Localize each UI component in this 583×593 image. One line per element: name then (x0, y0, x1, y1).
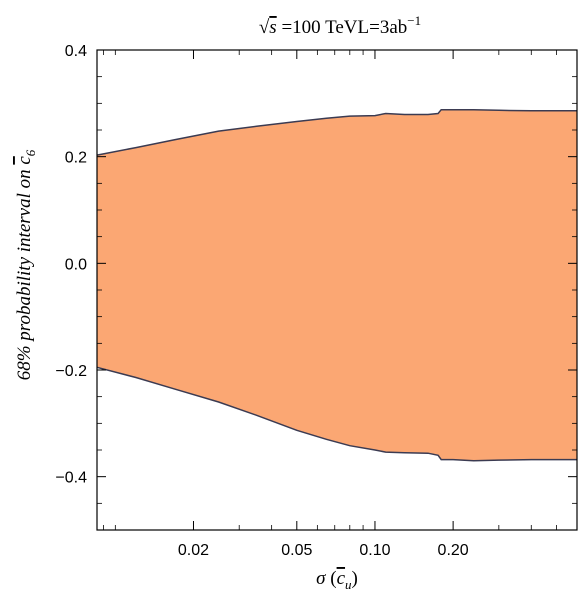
x-axis-label: σ (cu) (316, 568, 358, 592)
chart-title: √s =100 TeVL=3ab−1 (259, 13, 421, 38)
plot-area (96, 108, 577, 462)
y-label-sub: 6 (23, 149, 38, 156)
band-lower-edge (96, 366, 577, 462)
title-sqrt-symbol: √ (259, 17, 270, 38)
band-upper-edge (96, 108, 577, 156)
y-tick-label: −0.2 (55, 363, 87, 380)
x-tick-label: 0.20 (438, 542, 469, 559)
x-label-open: ( (326, 568, 337, 589)
x-tick-label: 0.05 (281, 542, 312, 559)
y-label-text: 68% probability interval on (14, 165, 35, 381)
title-luminosity-exponent: −1 (407, 13, 421, 28)
y-axis-label: 68% probability interval on c6 (14, 149, 38, 380)
probability-band (97, 109, 577, 461)
x-label-close: ) (352, 568, 358, 589)
title-energy: =100 TeV (277, 17, 358, 38)
y-axis-ticks: 0.4 0.2 0.0 −0.2 −0.4 (55, 43, 577, 531)
y-label-var: c (14, 156, 35, 165)
y-tick-label: 0.0 (65, 256, 87, 273)
y-tick-label: 0.4 (65, 43, 87, 60)
x-axis-ticks: 0.02 0.05 0.10 0.20 (103, 50, 557, 559)
y-tick-label: −0.4 (55, 470, 87, 487)
x-label-sigma: σ (316, 568, 326, 589)
x-label-var: c (337, 568, 346, 589)
y-tick-label: 0.2 (65, 150, 87, 167)
title-sqrt-var: s (269, 17, 276, 38)
x-label-sub: u (345, 577, 352, 592)
title-luminosity: L=3ab (358, 17, 408, 38)
x-tick-label: 0.02 (178, 542, 209, 559)
x-tick-label: 0.10 (359, 542, 390, 559)
